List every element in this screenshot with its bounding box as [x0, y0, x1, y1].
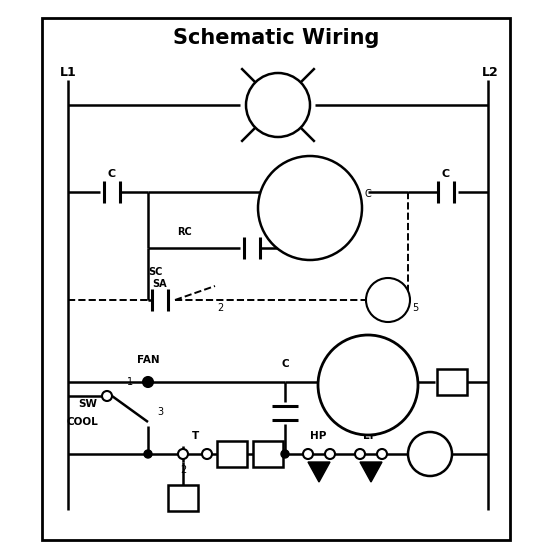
- Circle shape: [258, 156, 362, 260]
- Bar: [168, 485, 198, 511]
- Text: HP: HP: [310, 431, 326, 441]
- Bar: [253, 441, 283, 467]
- Text: SA: SA: [152, 279, 167, 289]
- Circle shape: [408, 432, 452, 476]
- Text: T: T: [191, 431, 199, 441]
- Text: MOTOR: MOTOR: [260, 207, 300, 217]
- Text: L2: L2: [482, 66, 498, 78]
- Text: Schematic Wiring: Schematic Wiring: [173, 28, 379, 48]
- Text: C: C: [442, 169, 450, 179]
- Text: 3: 3: [157, 407, 163, 417]
- Text: COOL: COOL: [66, 417, 98, 427]
- Text: SR: SR: [381, 295, 395, 305]
- Text: RC: RC: [177, 227, 192, 237]
- Circle shape: [178, 449, 188, 459]
- Circle shape: [202, 449, 212, 459]
- Text: SC: SC: [148, 267, 163, 277]
- Text: 1: 1: [127, 377, 133, 387]
- Polygon shape: [360, 462, 382, 482]
- Text: COMPR: COMPR: [260, 191, 300, 201]
- Text: 2: 2: [217, 303, 223, 313]
- Text: FAN: FAN: [356, 372, 380, 382]
- Bar: [437, 369, 467, 395]
- Text: L1: L1: [60, 66, 76, 78]
- Circle shape: [281, 450, 289, 458]
- Text: 3: 3: [228, 449, 236, 459]
- Circle shape: [143, 377, 153, 387]
- Text: 2: 2: [180, 465, 186, 475]
- Polygon shape: [308, 462, 330, 482]
- Circle shape: [144, 378, 152, 386]
- Text: C: C: [281, 359, 289, 369]
- Circle shape: [144, 450, 152, 458]
- Text: FAN: FAN: [136, 355, 159, 365]
- Text: 4: 4: [179, 493, 187, 503]
- Circle shape: [377, 449, 387, 459]
- Circle shape: [318, 335, 418, 435]
- Text: 1: 1: [448, 377, 456, 387]
- Circle shape: [102, 391, 112, 401]
- Text: S: S: [307, 241, 313, 251]
- Circle shape: [246, 73, 310, 137]
- Circle shape: [325, 449, 335, 459]
- Bar: [217, 441, 247, 467]
- Text: R: R: [264, 189, 271, 199]
- Circle shape: [355, 449, 365, 459]
- Text: 2: 2: [264, 449, 272, 459]
- Text: MOTOR: MOTOR: [345, 388, 391, 398]
- Text: SW: SW: [78, 399, 98, 409]
- Text: C: C: [365, 189, 372, 199]
- Text: C: C: [108, 169, 116, 179]
- Text: 5: 5: [412, 303, 418, 313]
- Circle shape: [303, 449, 313, 459]
- Text: C: C: [426, 449, 434, 459]
- Text: LP: LP: [363, 431, 377, 441]
- Text: G: G: [273, 98, 283, 112]
- Circle shape: [366, 278, 410, 322]
- Text: OL: OL: [313, 190, 327, 198]
- Bar: [42, 18, 510, 540]
